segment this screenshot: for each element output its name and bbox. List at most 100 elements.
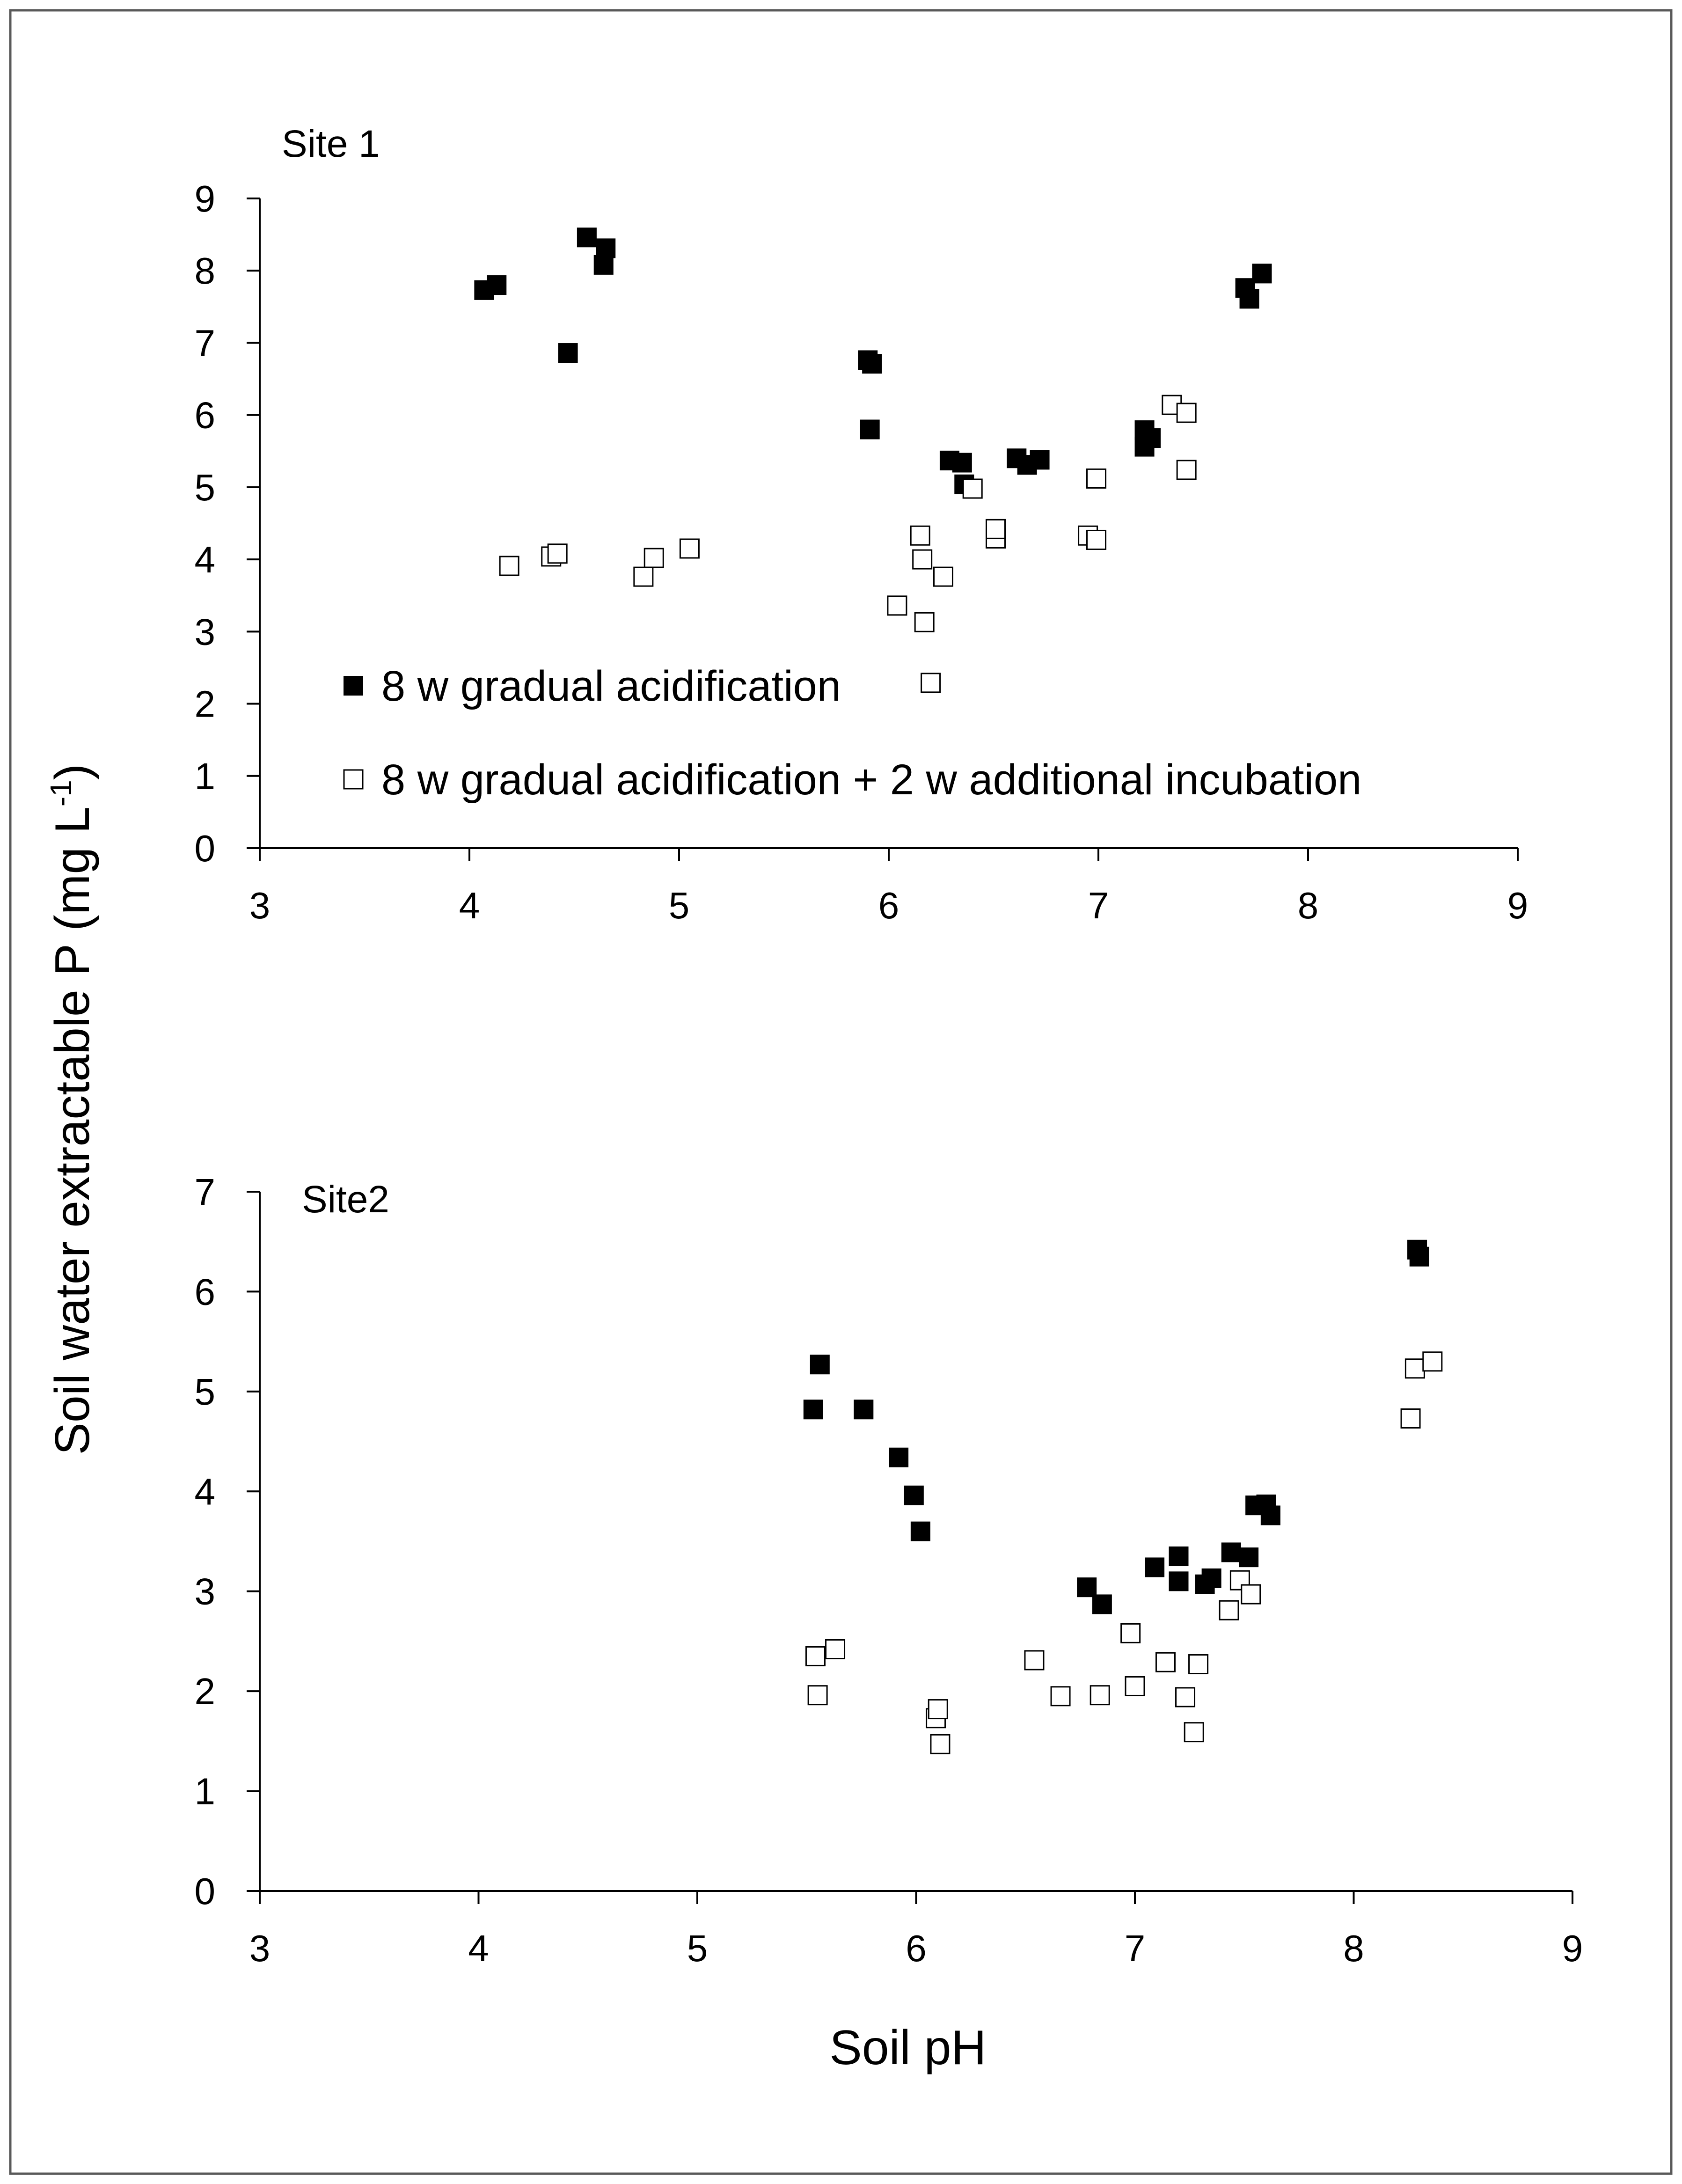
data-point-acidification (1201, 1568, 1221, 1588)
data-point-acidification (803, 1400, 823, 1420)
data-point-acidification (1260, 1505, 1280, 1525)
legend-label: 8 w gradual acidification (381, 662, 841, 710)
x-tick-label: 9 (1507, 885, 1528, 926)
data-point-acidification (577, 227, 597, 248)
data-point-acidification (810, 1355, 830, 1375)
x-tick-label: 3 (249, 885, 271, 926)
data-point-acidification-incubation (807, 1685, 828, 1706)
x-tick-label: 8 (1343, 1927, 1364, 1969)
data-point-acidification-incubation (1188, 1654, 1209, 1675)
data-point-acidification-incubation (644, 548, 664, 568)
legend-label: 8 w gradual acidification + 2 w addition… (381, 756, 1361, 804)
data-point-acidification (558, 343, 578, 363)
y-tick-label: 2 (195, 1671, 216, 1712)
x-tick-label: 6 (878, 885, 900, 926)
data-point-acidification-incubation (887, 595, 907, 616)
data-point-acidification (1252, 264, 1272, 284)
y-tick-label: 5 (195, 467, 216, 508)
y-tick-label: 2 (195, 683, 216, 725)
data-point-acidification (596, 238, 616, 258)
panel-title: Site2 (302, 1178, 389, 1221)
y-tick-label: 0 (195, 828, 216, 869)
data-point-acidification (862, 354, 882, 374)
x-tick-label: 5 (687, 1927, 708, 1969)
data-point-acidification (487, 275, 507, 295)
data-point-acidification-incubation (1155, 1652, 1176, 1672)
y-tick-label: 1 (195, 755, 216, 797)
y-tick-label: 3 (195, 611, 216, 652)
data-point-acidification-incubation (1086, 529, 1107, 550)
data-point-acidification (904, 1485, 924, 1505)
data-point-acidification-incubation (933, 566, 953, 587)
data-point-acidification (593, 255, 614, 275)
data-point-acidification-incubation (928, 1699, 948, 1720)
data-point-acidification (1169, 1571, 1189, 1591)
y-tick-label: 3 (195, 1571, 216, 1612)
data-point-acidification-incubation (1024, 1650, 1045, 1671)
y-tick-label: 8 (195, 250, 216, 292)
y-tick-label: 5 (195, 1371, 216, 1413)
y-tick-label: 0 (195, 1870, 216, 1912)
x-tick-label: 4 (468, 1927, 489, 1969)
y-tick-label: 7 (195, 1171, 216, 1213)
x-tick-label: 7 (1125, 1927, 1146, 1969)
data-point-acidification-incubation (962, 478, 983, 499)
y-axis-title: Soil water extractable P (mg L-1) (44, 764, 100, 1455)
data-point-acidification (1077, 1577, 1097, 1598)
x-tick-label: 3 (249, 1927, 271, 1969)
y-tick-label: 7 (195, 322, 216, 364)
site1-panel: 0 1 2 3 4 5 6 7 8 9 3 4 5 6 7 8 9 Site 1 8 w gradual acidi… (195, 123, 1528, 926)
panel-title: Site 1 (282, 123, 380, 165)
data-point-acidification-incubation (1176, 460, 1197, 480)
data-point-acidification-incubation (1184, 1722, 1204, 1743)
x-tick-label: 8 (1298, 885, 1319, 926)
y-tick-label: 9 (195, 178, 216, 220)
x-tick-label: 6 (906, 1927, 927, 1969)
y-tick-label: 6 (195, 1271, 216, 1312)
y-tick-label: 6 (195, 395, 216, 436)
y-tick-label: 1 (195, 1771, 216, 1812)
data-point-acidification-incubation (805, 1646, 826, 1666)
data-point-acidification (1409, 1246, 1429, 1267)
data-point-acidification (854, 1400, 874, 1420)
data-point-acidification-incubation (914, 612, 935, 632)
x-tick-label: 5 (669, 885, 690, 926)
data-point-acidification (1030, 450, 1050, 470)
data-point-acidification-incubation (547, 543, 568, 564)
data-point-acidification-incubation (825, 1639, 846, 1660)
x-tick-label: 4 (459, 885, 480, 926)
data-point-acidification-incubation (499, 556, 519, 576)
x-tick-label: 9 (1562, 1927, 1583, 1969)
y-tick-label: 4 (195, 539, 216, 580)
data-point-acidification (1134, 437, 1155, 457)
data-point-acidification-incubation (1175, 1687, 1196, 1708)
data-point-acidification (1239, 1547, 1259, 1568)
data-point-acidification (1221, 1542, 1241, 1562)
data-point-acidification (1145, 1557, 1165, 1577)
data-point-acidification-incubation (921, 673, 941, 693)
data-point-acidification-incubation (912, 549, 933, 570)
x-axis-title: Soil pH (829, 2021, 986, 2075)
data-point-acidification-incubation (1086, 468, 1107, 489)
data-point-acidification-incubation (1422, 1351, 1443, 1372)
data-point-acidification-incubation (1241, 1584, 1261, 1605)
data-point-acidification-incubation (1050, 1686, 1071, 1707)
data-point-acidification (952, 453, 972, 473)
legend-marker-open (343, 769, 364, 790)
data-point-acidification (1169, 1546, 1189, 1567)
x-tick-label: 7 (1088, 885, 1109, 926)
data-point-acidification-incubation (910, 525, 930, 546)
data-point-acidification (1092, 1594, 1112, 1614)
data-point-acidification-incubation (633, 566, 654, 587)
data-point-acidification-incubation (930, 1734, 951, 1754)
data-point-acidification-incubation (985, 519, 1006, 539)
site2-panel: 0 1 2 3 4 5 6 7 3 4 5 6 7 8 9 Site2 (195, 1171, 1583, 1969)
figure-border (9, 9, 1673, 2175)
data-point-acidification-incubation (1090, 1685, 1110, 1706)
data-point-acidification (860, 419, 880, 440)
data-point-acidification (1239, 289, 1259, 309)
data-point-acidification-incubation (1400, 1408, 1421, 1429)
legend-marker-filled (344, 676, 363, 696)
data-point-acidification-incubation (1120, 1623, 1141, 1643)
